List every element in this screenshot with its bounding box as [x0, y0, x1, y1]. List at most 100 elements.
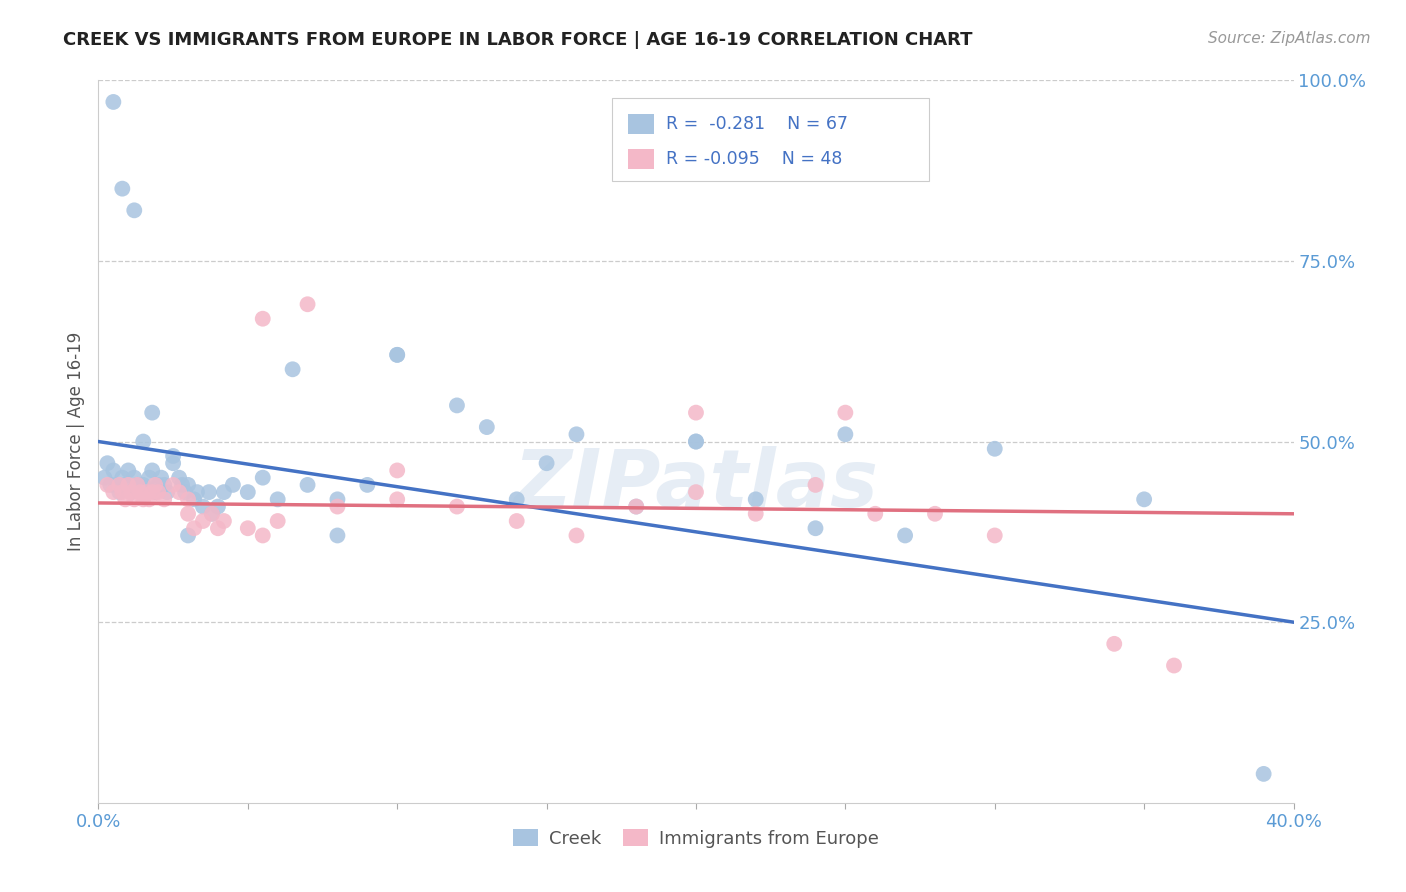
Point: [834, 406, 856, 420]
Point: [103, 485, 125, 500]
Point: [167, 485, 190, 500]
Point: [1163, 658, 1185, 673]
Point: [626, 500, 648, 514]
Bar: [628, 114, 654, 135]
Legend: Creek, Immigrants from Europe: Creek, Immigrants from Europe: [506, 822, 886, 855]
Point: [150, 470, 173, 484]
Text: ZIPatlas: ZIPatlas: [513, 446, 879, 524]
Point: [1253, 767, 1275, 781]
Point: [326, 500, 349, 514]
Point: [108, 485, 131, 500]
Point: [894, 528, 917, 542]
Point: [834, 427, 856, 442]
Point: [156, 485, 179, 500]
Y-axis label: In Labor Force | Age 16-19: In Labor Force | Age 16-19: [66, 332, 84, 551]
Point: [252, 470, 274, 484]
Point: [252, 528, 274, 542]
Point: [177, 478, 200, 492]
Point: [745, 492, 768, 507]
Point: [135, 485, 157, 500]
Point: [685, 485, 707, 500]
Point: [565, 528, 588, 542]
Point: [685, 434, 707, 449]
Point: [506, 514, 529, 528]
Text: Source: ZipAtlas.com: Source: ZipAtlas.com: [1208, 31, 1371, 46]
Point: [804, 478, 827, 492]
Point: [984, 442, 1007, 456]
Point: [475, 420, 498, 434]
Point: [267, 514, 290, 528]
Point: [105, 478, 128, 492]
Point: [162, 456, 184, 470]
Point: [297, 478, 319, 492]
Point: [446, 398, 468, 412]
Point: [745, 507, 768, 521]
Point: [186, 485, 208, 500]
Point: [177, 492, 200, 507]
Point: [124, 203, 146, 218]
Point: [281, 362, 304, 376]
Point: [446, 500, 468, 514]
Point: [201, 507, 224, 521]
Point: [984, 528, 1007, 542]
Point: [108, 478, 131, 492]
Point: [207, 521, 229, 535]
Point: [132, 478, 155, 492]
Point: [536, 456, 558, 470]
Point: [198, 485, 221, 500]
Point: [111, 182, 134, 196]
Point: [141, 463, 163, 477]
Point: [685, 434, 707, 449]
Point: [385, 348, 409, 362]
Point: [212, 485, 235, 500]
Point: [172, 478, 194, 492]
Point: [153, 492, 176, 507]
Point: [103, 95, 125, 109]
Point: [177, 507, 200, 521]
Point: [143, 478, 166, 492]
Point: [326, 528, 349, 542]
Point: [138, 492, 160, 507]
Point: [141, 406, 163, 420]
Point: [626, 500, 648, 514]
Point: [120, 485, 142, 500]
Point: [177, 528, 200, 542]
Point: [162, 478, 184, 492]
Point: [129, 485, 152, 500]
Point: [129, 485, 152, 500]
Point: [96, 478, 118, 492]
Point: [222, 478, 245, 492]
Point: [385, 463, 409, 477]
Point: [267, 492, 290, 507]
Point: [111, 485, 134, 500]
Point: [252, 311, 274, 326]
Point: [93, 470, 115, 484]
Point: [143, 485, 166, 500]
Point: [212, 514, 235, 528]
Point: [124, 470, 146, 484]
Point: [174, 485, 197, 500]
Text: CREEK VS IMMIGRANTS FROM EUROPE IN LABOR FORCE | AGE 16-19 CORRELATION CHART: CREEK VS IMMIGRANTS FROM EUROPE IN LABOR…: [63, 31, 973, 49]
Point: [138, 470, 160, 484]
Point: [141, 485, 163, 500]
Point: [565, 427, 588, 442]
Point: [183, 521, 205, 535]
Point: [1104, 637, 1126, 651]
Point: [117, 478, 139, 492]
Point: [153, 478, 176, 492]
FancyBboxPatch shape: [613, 98, 929, 181]
Point: [167, 470, 190, 484]
Point: [98, 478, 122, 492]
Point: [127, 478, 149, 492]
Point: [297, 297, 319, 311]
Point: [162, 449, 184, 463]
Point: [148, 485, 170, 500]
Text: R = -0.095    N = 48: R = -0.095 N = 48: [666, 150, 842, 168]
Point: [356, 478, 378, 492]
Point: [326, 492, 349, 507]
Point: [1133, 492, 1156, 507]
Point: [124, 492, 146, 507]
Point: [685, 406, 707, 420]
Point: [506, 492, 529, 507]
Bar: [628, 149, 654, 169]
